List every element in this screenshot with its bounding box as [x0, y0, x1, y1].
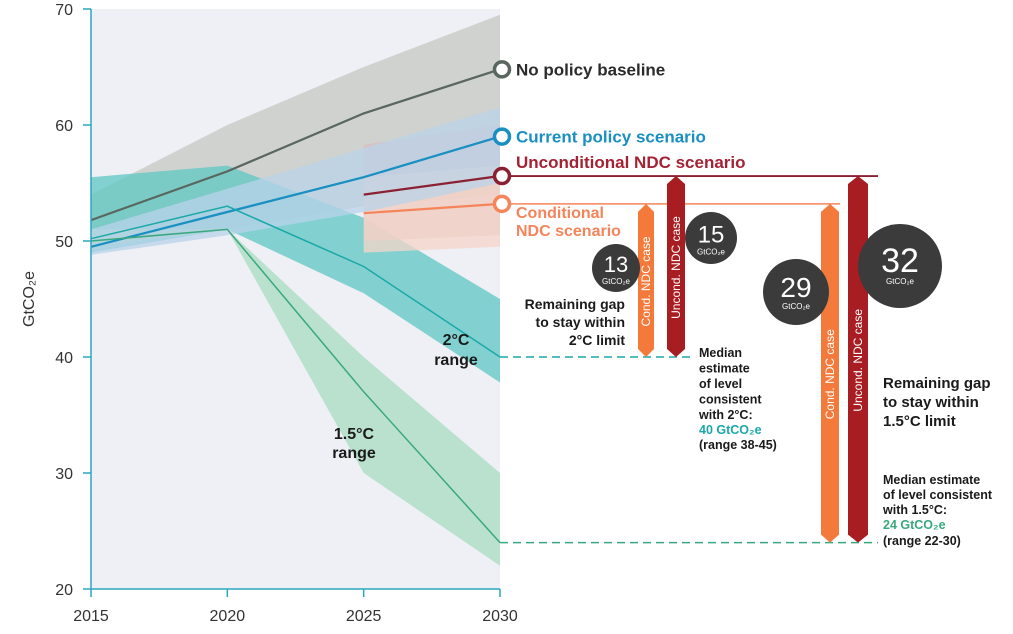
y-tick-label: 50 — [55, 234, 73, 251]
x-tick-label: 2020 — [210, 608, 246, 625]
series-label-uncond-ndc: Unconditional NDC scenario — [516, 153, 746, 172]
gap-bubble — [685, 212, 737, 264]
gap-2c-text: to stay within — [536, 314, 625, 330]
median-2c-text: estimate — [699, 362, 750, 376]
series-lines — [90, 68, 501, 544]
range-label-2c-line2: range — [434, 352, 478, 369]
series-end-marker — [492, 127, 512, 146]
gap-value: 29 — [780, 272, 811, 303]
range-label-15c-line2: range — [332, 445, 376, 462]
x-tick-label: 2025 — [346, 608, 382, 625]
median-2c-value: 40 GtCO₂e — [699, 423, 762, 437]
y-tick-label: 20 — [55, 582, 73, 599]
median-15c-text: Median estimate — [883, 473, 980, 487]
band-5 — [91, 229, 500, 566]
y-tick-label: 70 — [55, 2, 73, 19]
median-15c-text: with 1.5°C: — [882, 503, 947, 517]
median-2c-text: of level — [699, 377, 742, 391]
gap-15c-text: 1.5°C limit — [883, 413, 956, 430]
gap-value: 15 — [698, 221, 725, 248]
y-tick-label: 30 — [55, 466, 73, 483]
range-label-2c-line1: 2°C — [443, 332, 470, 349]
x-tick-label: 2015 — [73, 608, 109, 625]
median-15c-text: of level consistent — [883, 488, 993, 502]
gap-unit: GtCO₂e — [886, 277, 915, 286]
median-2c-range: (range 38-45) — [699, 438, 777, 452]
gap-bar-label: Cond. NDC case — [823, 329, 837, 419]
series-line-1 — [90, 135, 501, 248]
annotations: No policy baseline Current policy scenari… — [332, 60, 993, 548]
series-line-2 — [363, 174, 501, 196]
gap-15c-text: Remaining gap — [883, 375, 991, 392]
gap-unit: GtCO₂e — [697, 247, 726, 256]
series-line-3 — [363, 202, 501, 215]
series-label-cond-ndc-line1: Conditional — [516, 205, 604, 222]
median-2c-text: with 2°C: — [698, 408, 753, 422]
x-tick-label: 2030 — [482, 608, 518, 625]
gap-bar — [638, 203, 654, 357]
gap-bar — [667, 176, 685, 357]
gap-value: 13 — [604, 252, 628, 277]
y-axis-label: GtCO₂e — [21, 271, 38, 327]
gap-bubble — [592, 244, 640, 292]
median-15c-range: (range 22-30) — [883, 534, 961, 548]
gap-bubble — [763, 259, 829, 325]
gap-bar-label: Uncond. NDC case — [669, 216, 683, 319]
gap-bar-label: Cond. NDC case — [639, 236, 653, 326]
series-line-4 — [90, 205, 501, 358]
gap-unit: GtCO₂e — [782, 302, 811, 311]
series-label-no-policy: No policy baseline — [516, 60, 665, 79]
y-tick-label: 40 — [55, 350, 73, 367]
gap-2c-text: 2°C limit — [569, 332, 626, 348]
gap-15c-text: to stay within — [883, 394, 979, 411]
band-1 — [91, 107, 500, 255]
median-15c-value: 24 GtCO₂e — [883, 518, 946, 532]
series-end-marker — [492, 194, 512, 214]
gap-2c-text: Remaining gap — [525, 296, 625, 312]
series-end-marker — [492, 60, 512, 79]
gap-bar-label: Uncond. NDC case — [851, 309, 865, 412]
series-line-0 — [90, 68, 501, 222]
series-end-marker — [492, 166, 512, 186]
gap-bubble — [858, 224, 942, 308]
series-line-5 — [90, 228, 501, 544]
gap-unit: GtCO₂e — [602, 277, 631, 286]
gap-value: 32 — [881, 242, 919, 280]
range-label-15c-line1: 1.5°C — [334, 426, 375, 443]
median-2c-text: Median — [699, 346, 742, 360]
series-label-current-policy: Current policy scenario — [516, 128, 706, 147]
series-label-cond-ndc-line2: NDC scenario — [516, 223, 621, 240]
y-tick-label: 60 — [55, 118, 73, 135]
median-2c-text: consistent — [699, 393, 762, 407]
